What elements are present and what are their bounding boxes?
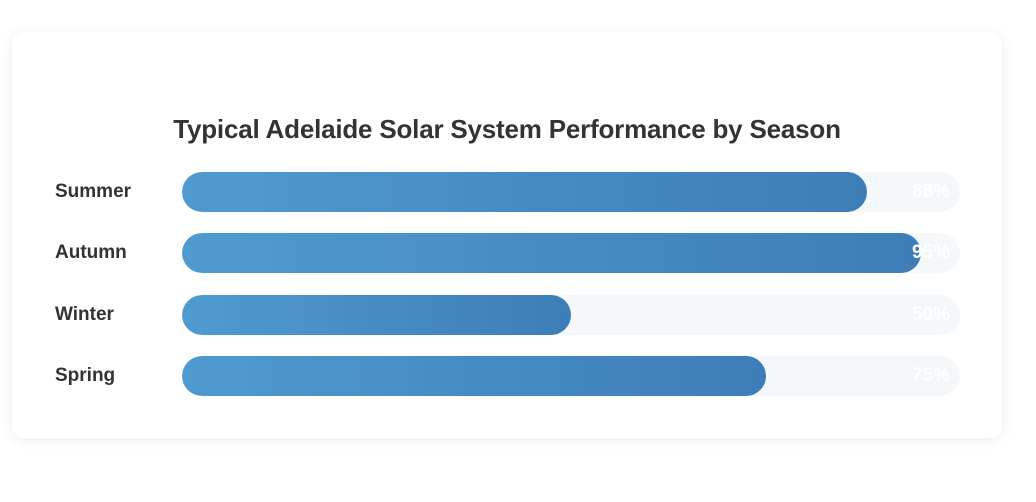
- category-label: Summer: [55, 181, 132, 202]
- category-label: Spring: [55, 365, 116, 386]
- bar-track: 75%: [182, 356, 960, 396]
- category-label: Autumn: [55, 242, 127, 263]
- bar-track: 88%: [182, 172, 960, 212]
- value-label: 75%: [911, 365, 950, 386]
- chart-card: Typical Adelaide Solar System Performanc…: [12, 32, 1002, 438]
- chart-title: Typical Adelaide Solar System Performanc…: [173, 114, 841, 144]
- bar-autumn: [182, 233, 921, 273]
- bar-row-autumn: Autumn 95%: [12, 233, 1002, 273]
- category-label: Winter: [55, 304, 114, 325]
- value-label: 95%: [911, 242, 950, 263]
- bar-track: 50%: [182, 295, 960, 335]
- bar-winter: [182, 295, 571, 335]
- value-label: 88%: [911, 181, 950, 202]
- bar-track: 95%: [182, 233, 960, 273]
- bar-row-summer: Summer 88%: [12, 172, 1002, 212]
- bar-summer: [182, 172, 867, 212]
- bar-spring: [182, 356, 766, 396]
- bar-row-winter: Winter 50%: [12, 295, 1002, 335]
- bar-row-spring: Spring 75%: [12, 356, 1002, 396]
- value-label: 50%: [911, 304, 950, 325]
